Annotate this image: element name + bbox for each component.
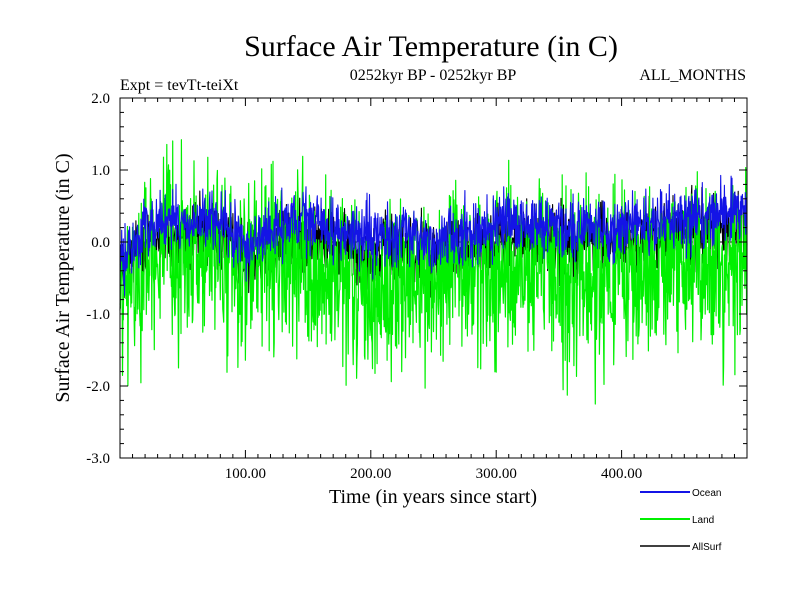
subtitle-period: 0252kyr BP - 0252kyr BP — [350, 67, 517, 84]
x-tick-label: 200.00 — [350, 466, 391, 482]
y-tick-label: -2.0 — [86, 379, 110, 395]
legend-label-land: Land — [692, 515, 714, 526]
subtitle-months: ALL_MONTHS — [639, 67, 746, 84]
legend-label-allsurf: AllSurf — [692, 542, 722, 553]
axis-layer: 100.00 200.00 300.00 400.00 -3.0 -2.0 -1.0 0.0 1… — [86, 91, 747, 482]
x-tick-label: 300.00 — [476, 466, 517, 482]
x-tick-label: 400.00 — [601, 466, 642, 482]
y-axis-label: Surface Air Temperature (in C) — [52, 153, 74, 402]
series-line-ocean — [119, 174, 748, 296]
y-tick-label: 1.0 — [91, 163, 110, 179]
x-axis-label: Time (in years since start) — [329, 486, 537, 508]
x-tick-label: 100.00 — [225, 466, 266, 482]
plot-frame — [119, 97, 748, 459]
y-tick-label: 0.0 — [91, 235, 110, 251]
chart-title: Surface Air Temperature (in C) — [244, 30, 618, 63]
subtitle-expt: Expt = tevTt-teiXt — [120, 77, 239, 94]
y-tick-label: -1.0 — [86, 307, 110, 323]
legend: Ocean Land AllSurf — [640, 488, 722, 553]
series-line-land — [119, 139, 748, 405]
y-tick-label: -3.0 — [86, 451, 110, 467]
legend-label-ocean: Ocean — [692, 488, 721, 499]
y-tick-label: 2.0 — [91, 91, 110, 107]
series-layer — [119, 139, 748, 405]
